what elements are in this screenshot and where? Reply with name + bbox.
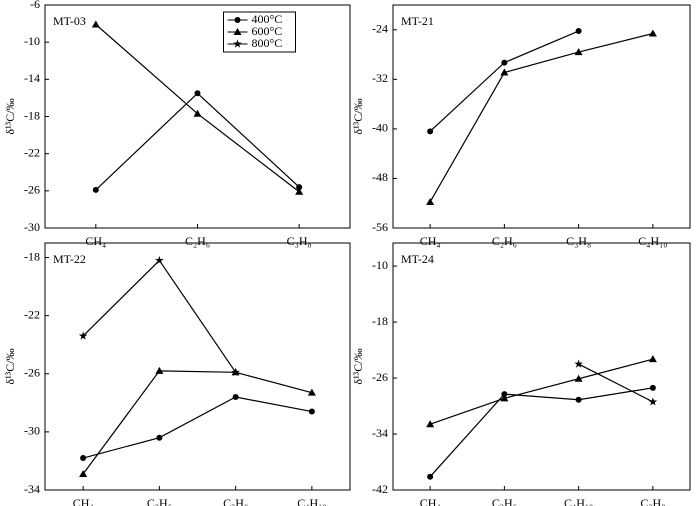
plot-frame [44,242,351,491]
y-tick-label: -6 [30,0,40,11]
x-tick-label: C₃H₈ [287,234,312,248]
y-tick-label: -40 [372,121,388,135]
marker-circle [296,184,303,191]
marker-triangle [648,29,657,37]
marker-triangle [426,197,435,205]
marker-circle [427,473,434,480]
y-axis-label: δ¹³C/‰ [351,348,365,384]
y-tick-label: -34 [24,482,40,496]
x-tick-label: CH₄ [73,496,94,506]
marker-triangle [500,68,509,76]
marker-triangle [426,420,435,428]
marker-circle [194,90,201,97]
y-tick-label: -26 [372,370,388,384]
x-tick-label: C₄H₁₀ [564,496,593,506]
marker-star [648,397,658,406]
y-axis-label: δ¹³C/‰ [3,98,17,134]
y-tick-label: -26 [24,366,40,380]
marker-circle [308,408,315,415]
series-line [82,396,312,459]
y-tick-label: -22 [24,307,40,321]
x-tick-label: CH₄ [420,234,441,248]
y-tick-label: -10 [24,34,40,48]
y-tick-label: -18 [372,314,388,328]
series-line [429,387,653,478]
y-tick-label: -22 [24,145,40,159]
marker-triangle [233,28,242,35]
marker-triangle [307,388,316,396]
marker-triangle [574,48,583,56]
panel-title: MT-03 [53,14,86,28]
x-tick-label: C₂H₆ [147,496,172,506]
marker-triangle [648,355,657,363]
x-tick-label: CH₄ [85,234,106,248]
y-tick-label: -48 [372,170,388,184]
marker-triangle [155,366,164,374]
x-tick-label: C₂H₆ [492,496,517,506]
legend-label: 400°C [252,12,283,26]
marker-circle [234,17,241,23]
marker-circle [575,396,582,403]
y-axis-label: δ¹³C/‰ [3,348,17,384]
series-line [95,92,300,191]
x-tick-label: C₃H₈ [223,496,248,506]
plot-frame [392,4,691,229]
marker-circle [232,394,239,401]
y-axis-label: δ¹³C/‰ [351,98,365,134]
y-tick-label: -10 [372,258,388,272]
marker-triangle [79,470,88,478]
marker-circle [501,59,508,66]
marker-circle [501,391,508,398]
y-tick-label: -24 [372,22,388,36]
legend-label: 600°C [252,24,283,38]
y-tick-label: -30 [24,424,40,438]
panel-title: MT-24 [401,252,434,266]
x-tick-label: C₂H₆ [492,234,517,248]
marker-circle [92,186,99,193]
series-line [82,259,237,373]
x-tick-label: C₂H₆ [185,234,210,248]
y-tick-label: -18 [24,249,40,263]
series-line [429,358,654,425]
y-tick-label: -30 [24,220,40,234]
marker-triangle [574,374,583,382]
x-tick-label: C₃H₈ [566,234,591,248]
y-tick-label: -32 [372,71,388,85]
series-line [429,32,654,203]
y-tick-label: -14 [24,71,40,85]
marker-circle [156,434,163,441]
marker-circle [427,128,434,135]
marker-star [231,367,240,376]
y-tick-label: -34 [372,426,388,440]
series-line [578,363,654,403]
panel-title: MT-21 [401,14,434,28]
y-tick-label: -56 [372,220,388,234]
y-tick-label: -42 [372,482,388,496]
legend-box [223,11,296,53]
marker-circle [575,28,582,35]
marker-triangle [91,20,100,28]
marker-triangle [193,109,202,117]
marker-triangle [295,187,304,195]
x-tick-label: C₃H₈ [640,496,665,506]
series-line [82,370,313,475]
y-tick-label: -18 [24,108,40,122]
marker-triangle [500,394,509,402]
x-tick-label: CH₄ [420,496,441,506]
x-tick-label: C₄H₁₀ [297,496,326,506]
y-tick-label: -26 [24,183,40,197]
legend-label: 800°C [252,36,283,50]
marker-circle [649,384,656,391]
marker-star [155,255,164,265]
plot-frame [392,242,691,491]
panel-title: MT-22 [53,252,86,266]
marker-star [233,39,242,48]
marker-star [574,359,583,368]
series-line [429,30,579,132]
marker-star [78,331,88,340]
x-tick-label: C₄H₁₀ [638,234,667,248]
marker-circle [80,455,87,462]
